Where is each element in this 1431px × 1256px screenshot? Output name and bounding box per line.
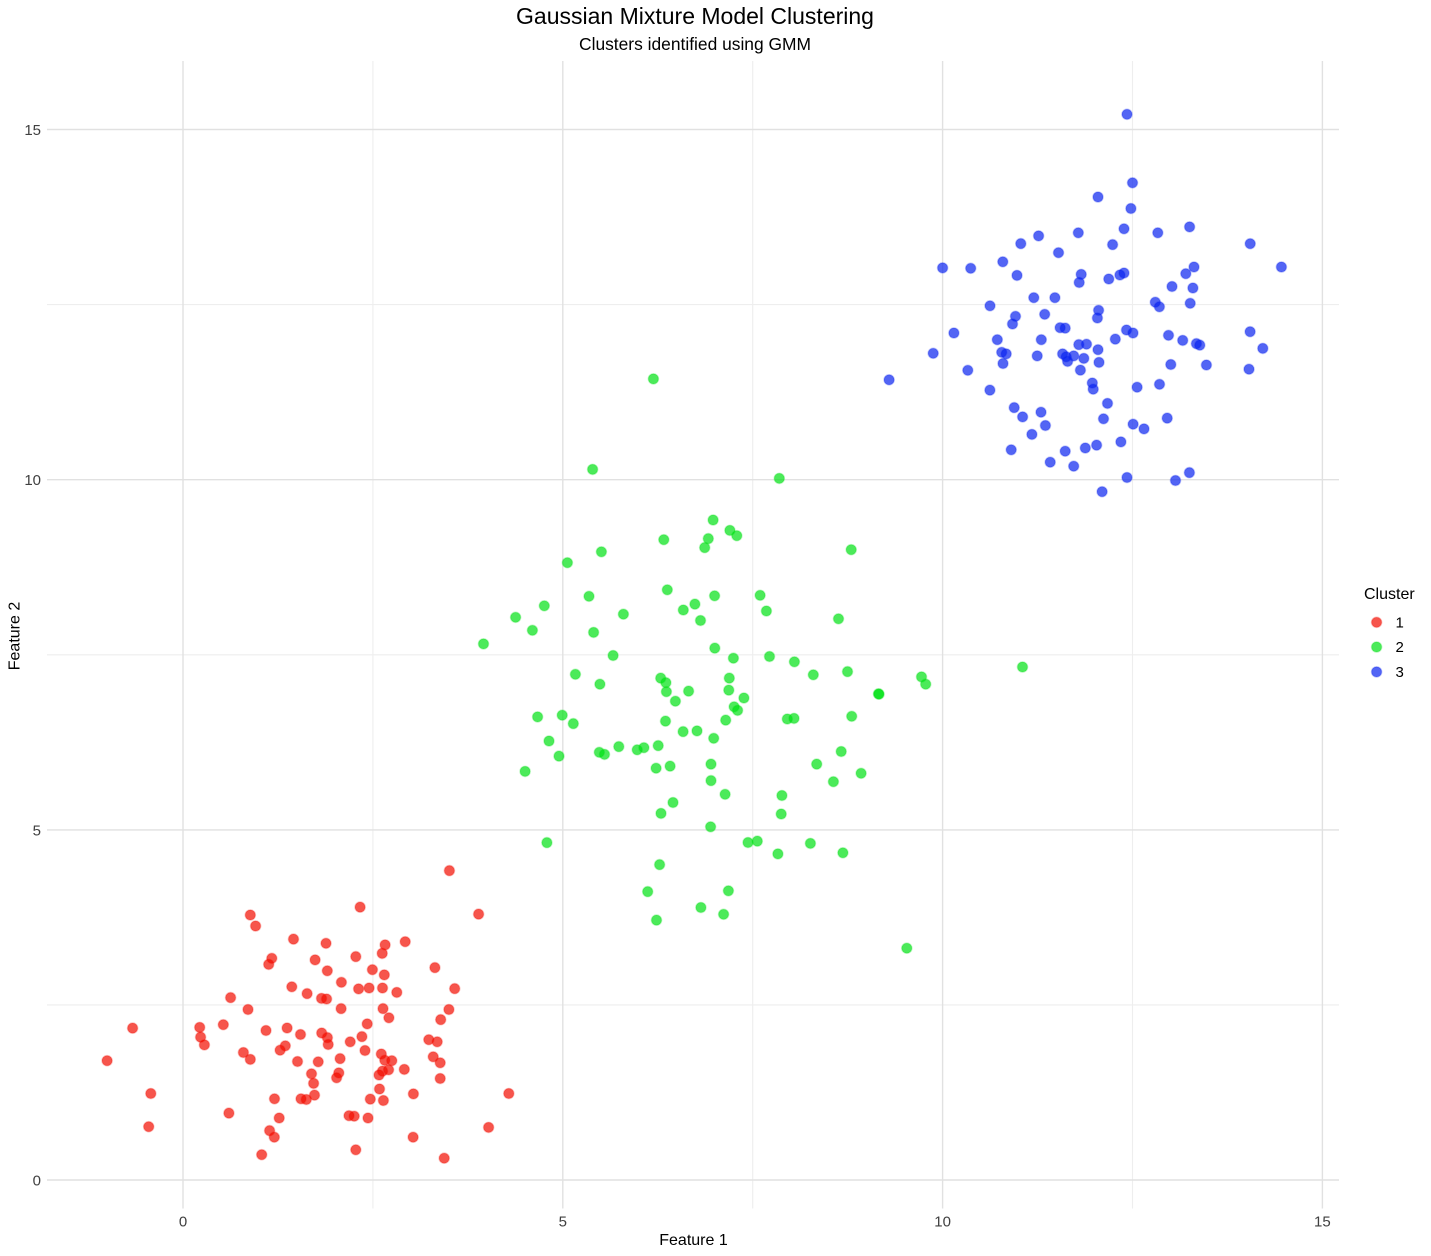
svg-text:10: 10	[934, 1214, 951, 1231]
svg-text:10: 10	[24, 472, 41, 489]
svg-text:15: 15	[1314, 1214, 1331, 1231]
svg-text:3: 3	[1396, 664, 1404, 681]
svg-text:15: 15	[24, 122, 41, 139]
svg-text:Feature 2: Feature 2	[7, 602, 24, 671]
svg-text:Clusters identified using GMM: Clusters identified using GMM	[579, 34, 811, 54]
svg-text:1: 1	[1396, 614, 1404, 631]
svg-text:5: 5	[559, 1214, 567, 1231]
svg-text:Cluster: Cluster	[1364, 586, 1415, 603]
svg-text:Gaussian Mixture Model Cluster: Gaussian Mixture Model Clustering	[516, 3, 874, 29]
svg-text:5: 5	[33, 822, 41, 839]
svg-text:2: 2	[1396, 639, 1404, 656]
svg-text:0: 0	[33, 1173, 41, 1190]
svg-text:Feature 1: Feature 1	[659, 1232, 728, 1249]
svg-text:0: 0	[179, 1214, 187, 1231]
